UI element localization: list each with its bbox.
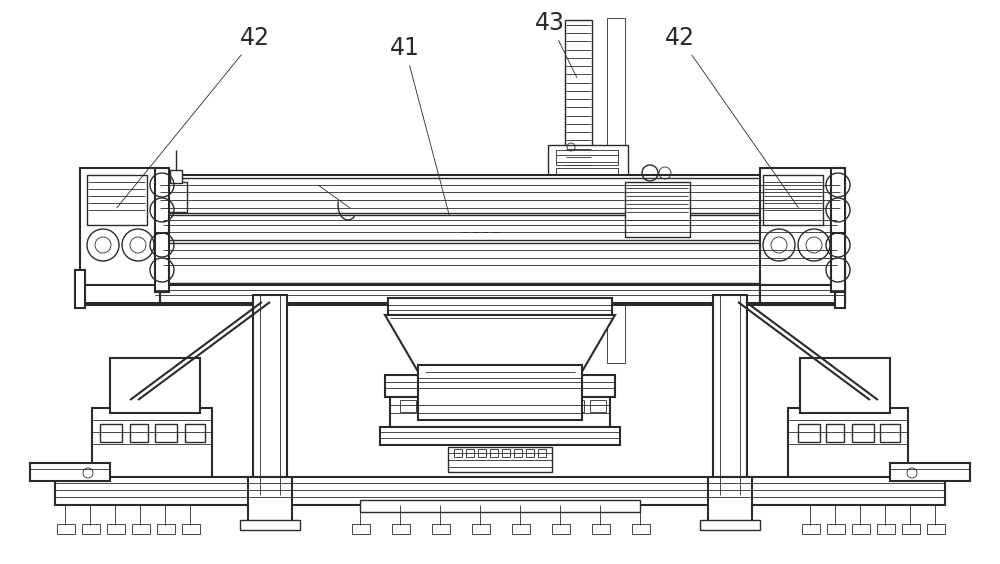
Bar [827,524,845,534]
Bar [163,215,837,240]
Bar [352,524,370,534]
Bar [185,424,205,442]
Bar [253,295,287,495]
Bar [388,298,612,316]
Bar [760,285,840,303]
Bar [831,168,845,233]
Bar [514,449,522,457]
Bar [421,400,437,412]
Bar [505,400,521,412]
Bar [107,524,125,534]
Bar [798,424,820,442]
Bar [418,365,582,420]
Bar [568,400,584,412]
Bar [478,449,486,457]
Bar [55,477,945,505]
Bar [548,145,628,205]
Bar [400,400,416,412]
Bar [463,400,479,412]
Bar [248,477,292,525]
Bar [80,168,160,305]
Bar [170,170,182,183]
Text: 42: 42 [665,26,798,208]
Bar [552,524,570,534]
Bar [360,500,640,512]
Bar [448,447,552,472]
Text: 41: 41 [390,36,449,215]
Bar [556,165,621,180]
Bar [240,520,300,530]
Bar [877,524,895,534]
Bar [547,400,563,412]
Bar [155,424,177,442]
Bar [30,463,110,481]
Bar [125,397,143,407]
Bar [512,524,530,534]
Bar [556,168,618,183]
Bar [155,227,169,292]
Bar [590,400,606,412]
Bar [182,524,200,534]
Bar [163,243,837,283]
Bar [852,424,874,442]
Polygon shape [385,315,615,375]
Bar [826,424,844,442]
Bar [110,358,200,413]
Bar [160,178,840,213]
Bar [484,400,500,412]
Bar [802,524,820,534]
Bar [454,449,462,457]
Bar [835,270,845,308]
Bar [831,227,845,292]
Bar [565,20,592,170]
Bar [380,427,620,445]
Bar [607,18,625,363]
Bar [385,375,615,397]
Bar [392,524,410,534]
Bar [902,524,920,534]
Bar [130,424,148,442]
Bar [538,449,546,457]
Bar [155,285,845,303]
Bar [632,524,650,534]
Bar [432,524,450,534]
Bar [472,524,490,534]
Bar [526,400,542,412]
Bar [927,524,945,534]
Bar [165,182,187,212]
Bar [788,408,908,478]
Bar [890,463,970,481]
Bar [92,408,212,478]
Bar [155,175,845,305]
Bar [857,397,875,407]
Bar [625,182,690,237]
Bar [502,449,510,457]
Bar [556,150,618,165]
Bar [87,175,147,225]
Text: 42: 42 [117,26,270,208]
Bar [466,449,474,457]
Bar [75,270,85,308]
Bar [490,449,498,457]
Text: 43: 43 [535,11,577,77]
Bar [880,424,900,442]
Bar [713,295,747,495]
Bar [526,449,534,457]
Bar [763,175,823,225]
Bar [442,400,458,412]
Bar [708,477,752,525]
Bar [390,397,610,427]
Bar [852,524,870,534]
Bar [132,524,150,534]
Bar [82,524,100,534]
Bar [800,358,890,413]
Bar [157,524,175,534]
Bar [80,285,160,303]
Bar [155,168,169,233]
Bar [57,524,75,534]
Bar [592,524,610,534]
Bar [760,168,840,305]
Bar [700,520,760,530]
Bar [100,424,122,442]
